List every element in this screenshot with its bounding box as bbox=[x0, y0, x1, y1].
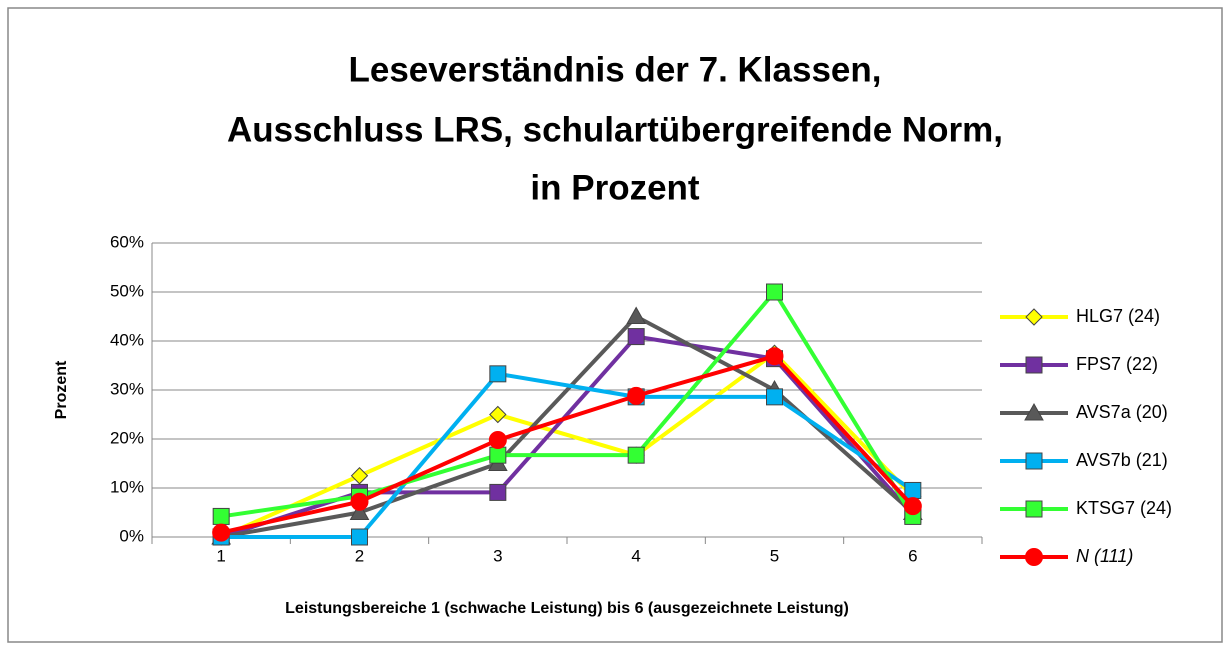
data-point bbox=[904, 481, 922, 499]
legend-label: HLG7 (24) bbox=[1076, 306, 1160, 326]
legend-marker bbox=[1025, 356, 1043, 374]
series-line bbox=[221, 371, 914, 539]
legend-label: FPS7 (22) bbox=[1076, 354, 1158, 374]
y-tick-label: 20% bbox=[110, 428, 144, 447]
x-tick-label: 5 bbox=[770, 546, 779, 565]
data-point bbox=[489, 483, 507, 501]
data-point bbox=[489, 405, 507, 424]
data-point bbox=[627, 446, 645, 464]
y-axis-label: Prozent bbox=[53, 360, 70, 419]
data-point bbox=[627, 328, 645, 346]
x-tick-label: 6 bbox=[908, 546, 917, 565]
data-point bbox=[212, 507, 230, 525]
legend-marker bbox=[1025, 500, 1043, 518]
data-point bbox=[350, 492, 369, 511]
legend-label: AVS7a (20) bbox=[1076, 402, 1168, 422]
data-point bbox=[488, 430, 507, 449]
data-point bbox=[766, 388, 783, 406]
legend-label: AVS7b (21) bbox=[1076, 450, 1168, 470]
x-axis-label: Leistungsbereiche 1 (schwache Leistung) … bbox=[285, 600, 849, 617]
data-point bbox=[489, 446, 507, 464]
chart-title: Ausschluss LRS, schulartübergreifende No… bbox=[227, 110, 1003, 149]
legend-label: N (111) bbox=[1076, 546, 1133, 566]
chart-title: in Prozent bbox=[530, 168, 700, 207]
x-tick-label: 4 bbox=[631, 546, 640, 565]
data-point bbox=[766, 283, 783, 301]
y-tick-label: 40% bbox=[110, 330, 144, 349]
y-tick-label: 60% bbox=[110, 232, 144, 251]
y-tick-label: 0% bbox=[119, 526, 144, 545]
data-point bbox=[349, 502, 370, 520]
data-point bbox=[212, 523, 231, 542]
data-point bbox=[350, 467, 369, 485]
legend-label: KTSG7 (24) bbox=[1076, 498, 1172, 518]
chart-border bbox=[7, 7, 1223, 643]
data-point bbox=[627, 386, 646, 405]
legend-marker bbox=[1025, 452, 1043, 470]
legend-marker bbox=[1025, 308, 1043, 326]
chart-title: Leseverständnis der 7. Klassen, bbox=[348, 50, 881, 89]
data-point bbox=[351, 528, 368, 546]
data-point bbox=[626, 306, 647, 324]
x-tick-label: 1 bbox=[216, 546, 225, 565]
legend-marker bbox=[1024, 402, 1044, 421]
y-tick-label: 30% bbox=[110, 379, 144, 398]
data-point bbox=[903, 497, 922, 516]
x-tick-label: 2 bbox=[355, 546, 364, 565]
data-point bbox=[765, 347, 784, 366]
legend-marker bbox=[1025, 548, 1043, 566]
y-tick-label: 50% bbox=[110, 281, 144, 300]
x-tick-label: 3 bbox=[493, 546, 502, 565]
series-line bbox=[220, 290, 915, 519]
series-line bbox=[220, 351, 915, 539]
y-tick-label: 10% bbox=[110, 477, 144, 496]
data-point bbox=[489, 365, 507, 383]
series-line bbox=[220, 354, 915, 535]
